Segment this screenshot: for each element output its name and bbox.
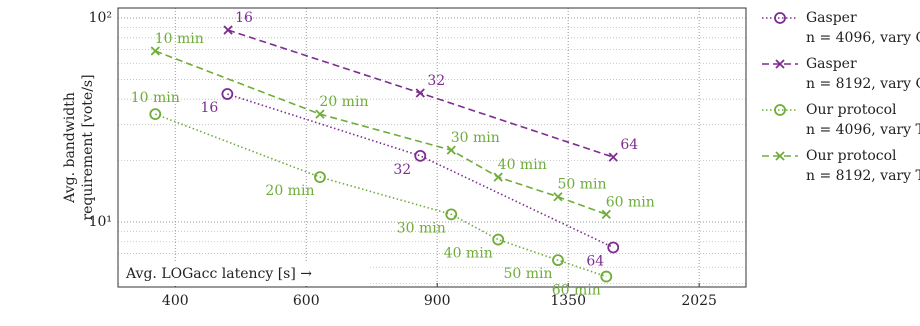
series-line — [155, 50, 607, 216]
marker — [446, 145, 456, 155]
legend-entry: Gasper n = 8192, vary C — [762, 56, 920, 92]
point-label: 30 min — [451, 130, 500, 146]
marker — [775, 151, 785, 161]
legend-entry: Our protocol n = 4096, vary Tcp — [762, 102, 920, 138]
legend-detail: n = 4096, vary Tcp — [806, 122, 920, 138]
x-axis-label: Avg. LOGacc latency [s] → — [125, 266, 312, 282]
marker — [492, 233, 505, 246]
marker — [414, 149, 427, 162]
point-label: 20 min — [265, 183, 314, 199]
legend-detail: n = 8192, vary C — [806, 76, 920, 92]
point-label: 30 min — [397, 220, 446, 236]
legend-label: Our protocol — [806, 148, 897, 164]
marker — [607, 241, 620, 254]
point-label: 32 — [427, 73, 445, 89]
marker — [150, 46, 160, 56]
marker — [221, 88, 234, 100]
point-label: 40 min — [444, 246, 493, 262]
marker — [553, 192, 563, 202]
y-tick-label: 10² — [89, 10, 112, 26]
marker — [314, 171, 326, 183]
xlabel-box — [119, 261, 369, 286]
series-line — [155, 113, 607, 278]
point-label: 60 min — [606, 194, 655, 210]
legend-entry: Gasper n = 4096, vary C — [762, 10, 920, 46]
x-tick-label: 900 — [424, 293, 451, 309]
marker — [493, 172, 503, 182]
point-label: 16 — [235, 10, 253, 26]
legend-label: Our protocol — [806, 102, 897, 118]
x-tick-label: 1350 — [550, 293, 586, 309]
x-tick-label: 400 — [162, 293, 189, 309]
point-label: 50 min — [557, 177, 606, 193]
point-label: 32 — [393, 162, 411, 178]
point-label: 64 — [620, 137, 638, 153]
x-tick-label: 2025 — [681, 293, 717, 309]
point-label: 64 — [586, 253, 604, 269]
point-label: 60 min — [552, 283, 601, 299]
marker — [315, 109, 325, 119]
marker — [415, 88, 425, 98]
marker — [774, 104, 786, 116]
point-label: 20 min — [319, 94, 368, 110]
marker — [601, 209, 611, 219]
marker — [600, 270, 613, 283]
legend-label: Gasper — [806, 56, 857, 72]
marker — [608, 152, 618, 162]
marker — [775, 59, 785, 69]
legend-entry: Our protocol n = 8192, vary Tcp — [762, 148, 920, 184]
plot-frame — [117, 7, 747, 288]
point-label: 16 — [200, 100, 218, 116]
point-label: 10 min — [155, 31, 204, 47]
legend-label: Gasper — [806, 10, 857, 26]
marker — [552, 254, 564, 267]
marker — [149, 108, 162, 121]
marker — [774, 12, 786, 24]
y-tick-label: 10¹ — [89, 214, 112, 230]
series-line — [227, 93, 614, 249]
legend-detail: n = 4096, vary C — [806, 30, 920, 46]
marker — [445, 208, 458, 221]
point-label: 10 min — [131, 90, 180, 106]
y-axis-label: requirement [vote/s] — [80, 74, 96, 220]
y-axis-label: Avg. bandwidth — [62, 92, 78, 204]
point-label: 40 min — [498, 157, 547, 173]
point-label: 50 min — [503, 266, 552, 282]
marker — [223, 25, 233, 35]
legend-detail: n = 8192, vary Tcp — [806, 168, 920, 184]
x-tick-label: 600 — [293, 293, 320, 309]
